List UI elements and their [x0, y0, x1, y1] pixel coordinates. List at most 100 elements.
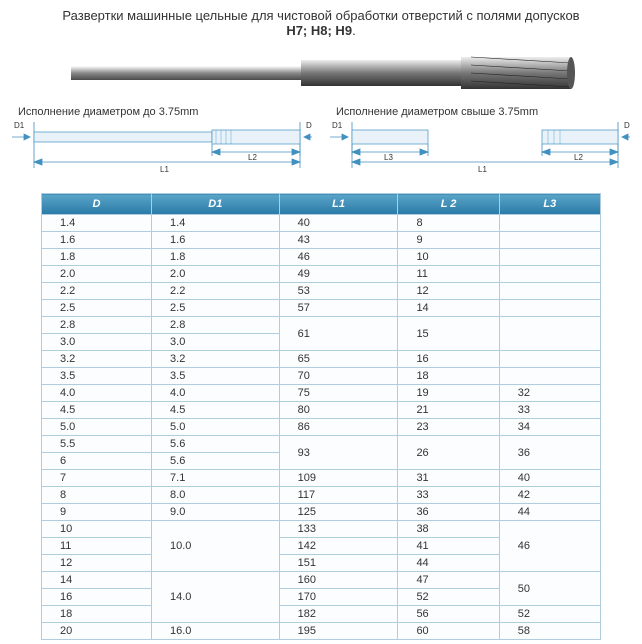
- cell-L3: 42: [499, 487, 600, 504]
- svg-text:L3: L3: [384, 153, 393, 162]
- cell-L2: 47: [398, 572, 499, 589]
- cell-L3: 58: [499, 623, 600, 640]
- cell-L2: 8: [398, 215, 499, 232]
- cell-D: 4.5: [42, 402, 152, 419]
- cell-D1: 10.0: [152, 521, 280, 572]
- cell-D1: 8.0: [152, 487, 280, 504]
- table-row: 77.11093140: [42, 470, 601, 487]
- cell-D: 3.2: [42, 351, 152, 368]
- svg-text:D: D: [306, 122, 312, 130]
- cell-L3: 52: [499, 606, 600, 623]
- cell-D: 2.5: [42, 300, 152, 317]
- cell-L1: 182: [279, 606, 398, 623]
- svg-text:L1: L1: [478, 165, 487, 174]
- cell-L3: [499, 351, 600, 368]
- cell-L3: 33: [499, 402, 600, 419]
- cell-D: 9: [42, 504, 152, 521]
- cell-L1: 117: [279, 487, 398, 504]
- cell-D1: 2.2: [152, 283, 280, 300]
- cell-D1: 3.5: [152, 368, 280, 385]
- cell-L3: 40: [499, 470, 600, 487]
- table-row: 2016.01956058: [42, 623, 601, 640]
- diagrams-row: Исполнение диаметром до 3.75mm: [12, 106, 630, 185]
- svg-text:D1: D1: [332, 122, 343, 130]
- cell-L2: 16: [398, 351, 499, 368]
- cell-D1: 5.0: [152, 419, 280, 436]
- cell-L3: 32: [499, 385, 600, 402]
- cell-L2: 14: [398, 300, 499, 317]
- cell-L1: 57: [279, 300, 398, 317]
- page-title: Развертки машинные цельные для чистовой …: [8, 8, 634, 38]
- diagram-left-svg: D1 D L2 L1: [12, 122, 312, 182]
- cell-D1: 9.0: [152, 504, 280, 521]
- cell-D: 5.5: [42, 436, 152, 453]
- cell-D: 1.6: [42, 232, 152, 249]
- cell-D: 2.0: [42, 266, 152, 283]
- cell-L1: 133: [279, 521, 398, 538]
- cell-D1: 5.6: [152, 436, 280, 453]
- cell-D1: 14.0: [152, 572, 280, 623]
- table-row: 1.81.84610: [42, 249, 601, 266]
- table-row: 181825652: [42, 606, 601, 623]
- cell-L1: 49: [279, 266, 398, 283]
- cell-D: 3.0: [42, 334, 152, 351]
- cell-L1: 86: [279, 419, 398, 436]
- cell-L2: 12: [398, 283, 499, 300]
- svg-text:D1: D1: [14, 122, 25, 130]
- cell-L1: 75: [279, 385, 398, 402]
- title-line2: H7; H8; H9: [286, 23, 352, 38]
- cell-D: 11: [42, 538, 152, 555]
- cell-L1: 170: [279, 589, 398, 606]
- table-row: 1414.01604750: [42, 572, 601, 589]
- cell-L2: 56: [398, 606, 499, 623]
- col-L1: L1: [279, 194, 398, 215]
- cell-L3: 36: [499, 436, 600, 470]
- cell-D: 6: [42, 453, 152, 470]
- table-header-row: D D1 L1 L 2 L3: [42, 194, 601, 215]
- cell-L3: [499, 249, 600, 266]
- svg-text:L2: L2: [248, 153, 257, 162]
- cell-D: 1.8: [42, 249, 152, 266]
- title-line1: Развертки машинные цельные для чистовой …: [62, 8, 579, 23]
- caption-right: Исполнение диаметром свыше 3.75mm: [336, 106, 630, 118]
- cell-L2: 15: [398, 317, 499, 351]
- caption-left: Исполнение диаметром до 3.75mm: [18, 106, 312, 118]
- cell-D1: 7.1: [152, 470, 280, 487]
- table-row: 5.55.6932636: [42, 436, 601, 453]
- cell-D: 2.8: [42, 317, 152, 334]
- cell-D: 7: [42, 470, 152, 487]
- cell-L1: 151: [279, 555, 398, 572]
- table-row: 2.52.55714: [42, 300, 601, 317]
- cell-D: 16: [42, 589, 152, 606]
- cell-L2: 21: [398, 402, 499, 419]
- reamer-illustration: [61, 44, 581, 102]
- cell-L2: 11: [398, 266, 499, 283]
- cell-L1: 53: [279, 283, 398, 300]
- cell-L2: 60: [398, 623, 499, 640]
- cell-L1: 160: [279, 572, 398, 589]
- cell-D1: 16.0: [152, 623, 280, 640]
- cell-D: 8: [42, 487, 152, 504]
- cell-D1: 2.0: [152, 266, 280, 283]
- cell-L3: [499, 283, 600, 300]
- cell-L3: 46: [499, 521, 600, 572]
- cell-L3: [499, 266, 600, 283]
- cell-D1: 1.4: [152, 215, 280, 232]
- cell-L1: 125: [279, 504, 398, 521]
- cell-D: 12: [42, 555, 152, 572]
- col-L2: L 2: [398, 194, 499, 215]
- cell-L2: 19: [398, 385, 499, 402]
- cell-D: 20: [42, 623, 152, 640]
- cell-L3: [499, 300, 600, 317]
- cell-L2: 23: [398, 419, 499, 436]
- diagram-right-svg: D1 D L3 L2 L1: [330, 122, 630, 182]
- table-row: 5.05.0862334: [42, 419, 601, 436]
- table-row: 4.54.5802133: [42, 402, 601, 419]
- table-row: 3.23.26516: [42, 351, 601, 368]
- cell-L2: 18: [398, 368, 499, 385]
- cell-L2: 26: [398, 436, 499, 470]
- cell-L1: 80: [279, 402, 398, 419]
- cell-L1: 93: [279, 436, 398, 470]
- col-L3: L3: [499, 194, 600, 215]
- cell-D: 10: [42, 521, 152, 538]
